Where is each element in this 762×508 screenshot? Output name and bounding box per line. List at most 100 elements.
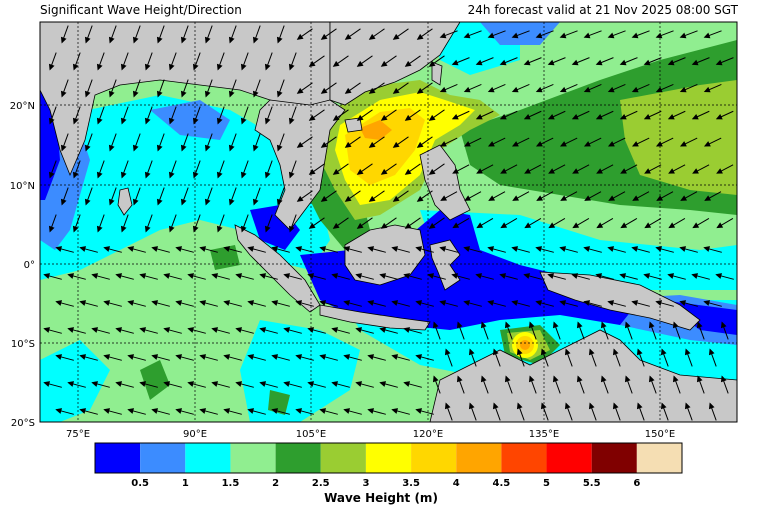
wave-direction-arrowhead: [296, 33, 304, 40]
wave-direction-arrowhead: [559, 32, 567, 39]
wave-direction-arrowhead: [283, 273, 291, 279]
wave-direction-arrowhead: [720, 321, 727, 329]
gridlines: [40, 22, 737, 422]
wave-direction-arrowhead: [380, 168, 388, 175]
wave-direction-arrowhead: [319, 408, 327, 414]
wave-direction-arrowhead: [499, 273, 507, 279]
wave-direction-arrowhead: [620, 168, 627, 174]
wave-direction-arrowhead: [252, 198, 259, 206]
wave-zone-blue: [150, 100, 230, 140]
wave-direction-arrowhead: [240, 171, 247, 179]
wave-direction-arrowhead: [607, 86, 615, 93]
wave-direction-arrowhead: [367, 246, 375, 252]
wave-direction-arrowhead: [156, 90, 163, 98]
wave-direction-arrowhead: [247, 354, 255, 360]
wave-direction-arrowhead: [283, 327, 291, 333]
wave-direction-arrowhead: [716, 168, 723, 174]
wave-direction-arrowhead: [444, 402, 451, 410]
wave-zone-blue: [480, 22, 560, 45]
wave-direction-arrowhead: [392, 33, 400, 40]
wave-direction-arrowhead: [392, 87, 400, 94]
wave-direction-arrowhead: [692, 168, 699, 174]
wave-direction-arrowhead: [703, 86, 711, 93]
wave-direction-arrowhead: [643, 59, 651, 66]
wave-direction-arrowhead: [715, 113, 723, 120]
wave-direction-arrowhead: [504, 375, 511, 383]
wave-direction-arrowhead: [564, 402, 571, 410]
wave-direction-arrowhead: [487, 246, 495, 252]
wave-direction-arrowhead: [320, 87, 328, 94]
wave-direction-arrowhead: [247, 408, 255, 414]
colorbar-swatch: [140, 443, 186, 473]
wave-direction-arrowhead: [115, 327, 123, 333]
wave-direction-arrowhead: [631, 32, 639, 39]
wave-direction-arrowhead: [103, 408, 111, 414]
wave-direction-arrowhead: [404, 222, 412, 229]
wave-direction-arrowhead: [403, 327, 411, 333]
wave-direction-arrowhead: [379, 327, 387, 333]
wave-direction-arrowhead: [55, 354, 63, 360]
wave-direction-arrowhead: [415, 246, 423, 252]
wave-direction-arrowhead: [535, 32, 543, 39]
wave-direction-arrowhead: [468, 348, 475, 356]
wave-direction-arrowhead: [151, 354, 159, 360]
wave-direction-arrowhead: [84, 198, 91, 206]
wave-direction-arrowhead: [151, 246, 159, 252]
wave-direction-arrowhead: [432, 321, 439, 329]
wave-direction-arrowhead: [588, 348, 595, 356]
wave-direction-arrowhead: [511, 32, 519, 39]
wave-direction-arrowhead: [355, 273, 363, 279]
wave-direction-arrowhead: [139, 327, 147, 333]
wave-direction-arrowhead: [259, 381, 267, 387]
wave-direction-arrowhead: [144, 171, 151, 179]
wave-direction-arrowhead: [288, 117, 295, 125]
wave-direction-arrowhead: [612, 402, 619, 410]
wave-direction-arrowhead: [696, 321, 703, 329]
wave-direction-arrowhead: [704, 195, 712, 201]
wave-direction-arrowhead: [672, 375, 679, 383]
wave-direction-arrowhead: [547, 59, 555, 66]
wave-direction-arrowhead: [631, 141, 639, 147]
wave-direction-arrowhead: [524, 168, 531, 174]
wave-direction-arrowhead: [204, 36, 211, 44]
wave-direction-arrowhead: [72, 225, 79, 233]
wave-direction-arrowhead: [403, 381, 411, 387]
wave-direction-arrowhead: [156, 198, 163, 206]
wave-direction-arrowhead: [703, 141, 711, 147]
wave-direction-arrowhead: [96, 63, 103, 71]
wave-direction-arrowhead: [103, 300, 111, 306]
wave-direction-arrowhead: [588, 402, 595, 410]
wave-direction-arrowhead: [79, 408, 87, 414]
wave-direction-arrowhead: [463, 300, 471, 306]
y-tick-label: 20°S: [11, 418, 35, 429]
wave-direction-arrowhead: [380, 60, 388, 67]
wave-direction-arrowhead: [271, 246, 279, 252]
wave-direction-arrowhead: [144, 63, 151, 71]
x-tick-label: 105°E: [296, 429, 326, 440]
wave-direction-arrowhead: [151, 408, 159, 414]
wave-direction-arrowhead: [439, 86, 447, 93]
wave-direction-arrowhead: [252, 144, 259, 152]
wave-direction-arrowhead: [636, 402, 643, 410]
wave-direction-arrowhead: [456, 321, 463, 329]
colorbar-swatch: [275, 443, 321, 473]
wave-direction-arrowhead: [619, 59, 627, 66]
wave-direction-arrowhead: [204, 90, 211, 98]
land-sumatra: [234, 224, 321, 313]
wave-direction-arrowhead: [368, 33, 376, 40]
wave-direction-arrowhead: [504, 321, 511, 329]
wave-direction-arrowhead: [103, 354, 111, 360]
wave-direction-arrowhead: [228, 90, 235, 98]
wave-direction-arrowhead: [84, 90, 91, 98]
wave-direction-arrowhead: [144, 117, 151, 125]
colorbar-level-label: 4.5: [492, 478, 511, 489]
wave-direction-arrowhead: [535, 246, 543, 252]
colorbar-swatch: [230, 443, 276, 473]
wave-direction-arrowhead: [644, 222, 652, 229]
x-tick-label: 135°E: [529, 429, 559, 440]
colorbar-level-label: 1: [181, 478, 189, 489]
wave-direction-arrowhead: [296, 195, 304, 202]
wave-direction-arrowhead: [560, 195, 568, 201]
wave-direction-arrowhead: [392, 195, 400, 202]
wave-direction-arrowhead: [283, 381, 291, 387]
